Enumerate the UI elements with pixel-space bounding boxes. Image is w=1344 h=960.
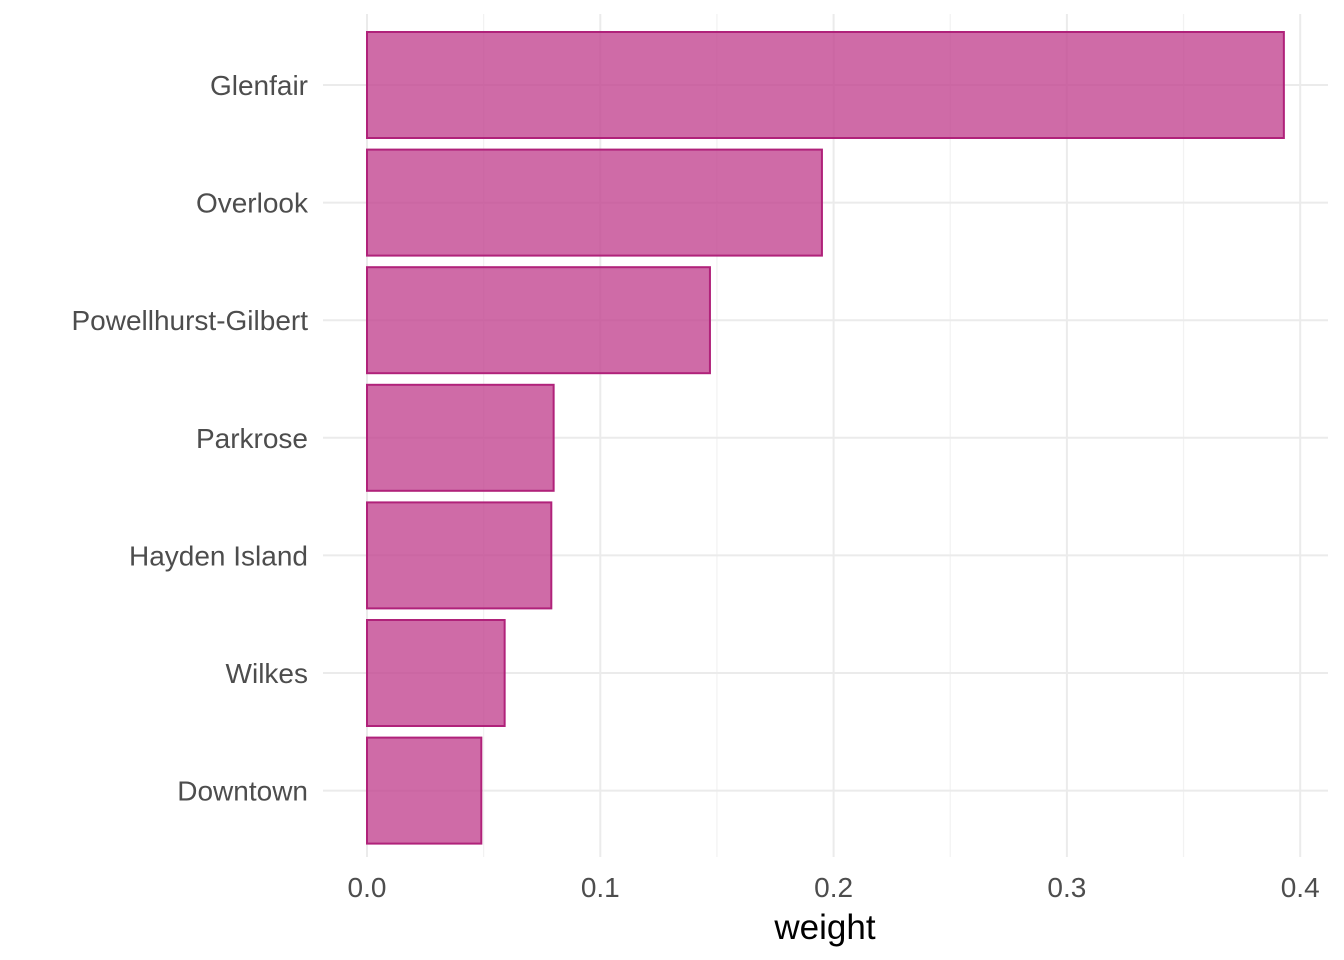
- bar-glenfair: [366, 31, 1285, 139]
- x-tick-label: 0.0: [348, 872, 387, 903]
- y-axis-labels: Glenfair Overlook Powellhurst-Gilbert Parkr…: [71, 70, 309, 807]
- x-axis-title: weight: [773, 908, 875, 947]
- bar-powellhurst-gilbert: [366, 266, 711, 375]
- y-tick-label: Glenfair: [210, 70, 308, 101]
- x-tick-label: 0.1: [581, 872, 620, 903]
- bars: [366, 31, 1285, 845]
- bar-parkrose: [366, 383, 555, 492]
- x-axis-labels: 0.0 0.1 0.2 0.3 0.4: [348, 872, 1320, 903]
- x-tick-label: 0.2: [814, 872, 853, 903]
- y-tick-label: Downtown: [177, 776, 308, 807]
- bar-overlook: [366, 148, 823, 257]
- y-tick-label: Hayden Island: [129, 540, 308, 571]
- y-tick-label: Powellhurst-Gilbert: [71, 305, 308, 336]
- x-tick-label: 0.3: [1047, 872, 1086, 903]
- y-tick-label: Overlook: [196, 188, 309, 219]
- y-tick-label: Parkrose: [196, 423, 308, 454]
- bar-wilkes: [366, 619, 506, 727]
- bar-hayden-island: [366, 501, 553, 610]
- y-tick-label: Wilkes: [226, 658, 308, 689]
- x-tick-label: 0.4: [1281, 872, 1320, 903]
- bar-downtown: [366, 736, 483, 845]
